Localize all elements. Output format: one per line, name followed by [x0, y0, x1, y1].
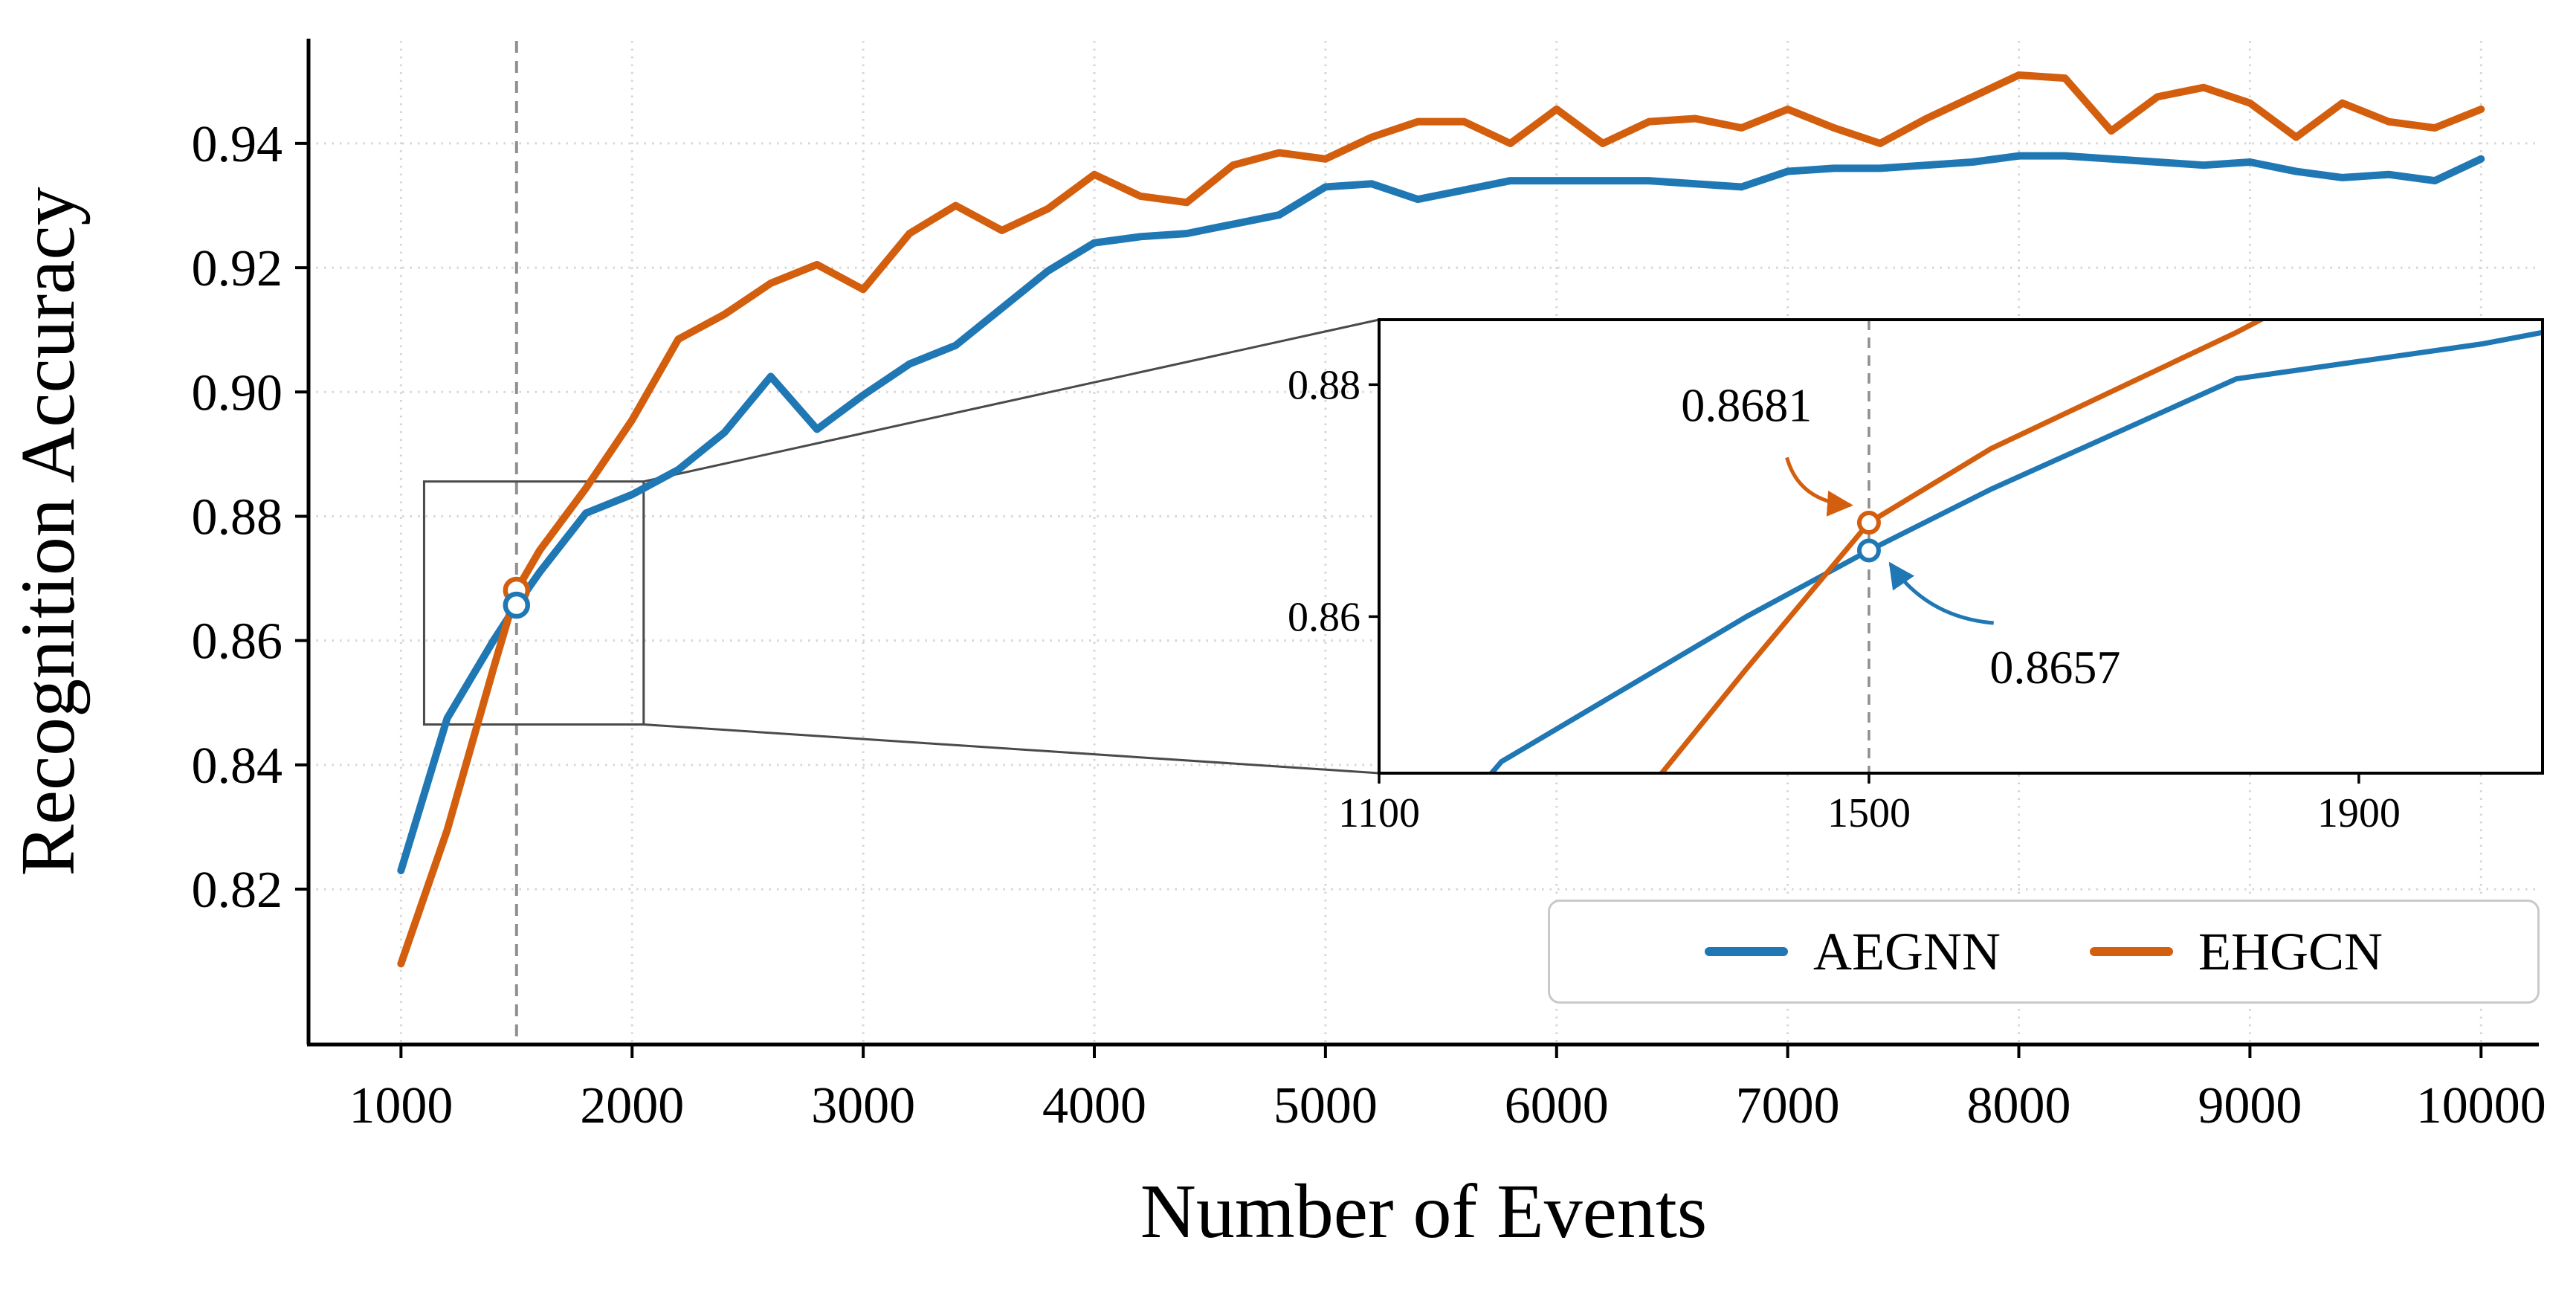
ehgcn-line	[397, 71, 2485, 968]
axes-spines	[306, 39, 2539, 1047]
y-axis-label: Recognition Accuracy	[5, 187, 91, 877]
inset-axes: 0.8681 0.8657 1100 1500 1900 0.86 0.88	[1288, 318, 2544, 836]
legend: AEGNN EHGCN	[1548, 900, 2540, 1004]
inset-tick-labels: 1100 1500 1900 0.86 0.88	[1288, 362, 2401, 836]
zoom-region-rect	[422, 480, 645, 726]
x-tick-label: 6000	[1505, 1077, 1609, 1134]
y-tick-label: 0.90	[192, 364, 283, 422]
y-tick-label: 0.92	[192, 240, 283, 297]
annotation-arrow-0.8681	[1785, 456, 1853, 517]
legend-item-aegnn: AEGNN	[1705, 921, 2001, 983]
chart-root: 1000 2000 3000 4000 5000 6000 7000 8000 9000 1000…	[192, 39, 2546, 1134]
x-tick-label: 10000	[2416, 1077, 2546, 1134]
inset-x-tick-label: 1100	[1338, 790, 1420, 836]
y-tick-label: 0.94	[192, 116, 283, 173]
aegnn-line-swatch	[1705, 947, 1789, 956]
x-tick-label: 3000	[811, 1077, 915, 1134]
inset-y-tick-label: 0.86	[1288, 594, 1360, 640]
aegnn-line	[397, 152, 2485, 874]
annotation-0.8681: 0.8681	[1681, 378, 1812, 431]
x-axis-label: Number of Events	[1140, 1169, 1708, 1254]
x-tick-label: 8000	[1967, 1077, 2071, 1134]
zoom-connector-bottom	[643, 723, 1380, 775]
marker-aegnn-main	[503, 591, 531, 619]
x-tick-label: 9000	[2198, 1077, 2302, 1134]
y-tick-label: 0.88	[192, 488, 283, 546]
inset-frame	[1378, 318, 2544, 775]
marker-ehgcn-inset	[1856, 511, 1881, 535]
x-tick-label: 2000	[580, 1077, 684, 1134]
zoom-connector-top	[643, 318, 1380, 483]
x-tick-label: 5000	[1274, 1077, 1378, 1134]
main-ticks	[295, 141, 2483, 1058]
y-tick-label: 0.82	[192, 862, 283, 919]
legend-label-aegnn: AEGNN	[1813, 921, 2001, 981]
x-tick-label: 7000	[1736, 1077, 1840, 1134]
legend-item-ehgcn: EHGCN	[2089, 921, 2383, 983]
x-tick-label: 1000	[349, 1077, 453, 1134]
marker-aegnn-inset	[1856, 538, 1881, 563]
annotation-arrow-0.8657	[1888, 561, 1994, 625]
inset-ticks	[1369, 383, 2360, 784]
annotation-0.8657: 0.8657	[1989, 641, 2120, 694]
y-tick-label: 0.86	[192, 613, 283, 671]
y-tick-label: 0.84	[192, 737, 283, 795]
x-tick-label: 4000	[1042, 1077, 1146, 1134]
inset-x-tick-label: 1900	[2317, 790, 2401, 836]
ehgcn-line-swatch	[2089, 947, 2173, 956]
legend-label-ehgcn: EHGCN	[2198, 921, 2383, 981]
inset-y-tick-label: 0.88	[1288, 362, 1360, 408]
inset-background	[1379, 320, 2543, 773]
main-tick-labels: 1000 2000 3000 4000 5000 6000 7000 8000 9000 1000…	[192, 116, 2546, 1134]
inset-x-tick-label: 1500	[1827, 790, 1911, 836]
